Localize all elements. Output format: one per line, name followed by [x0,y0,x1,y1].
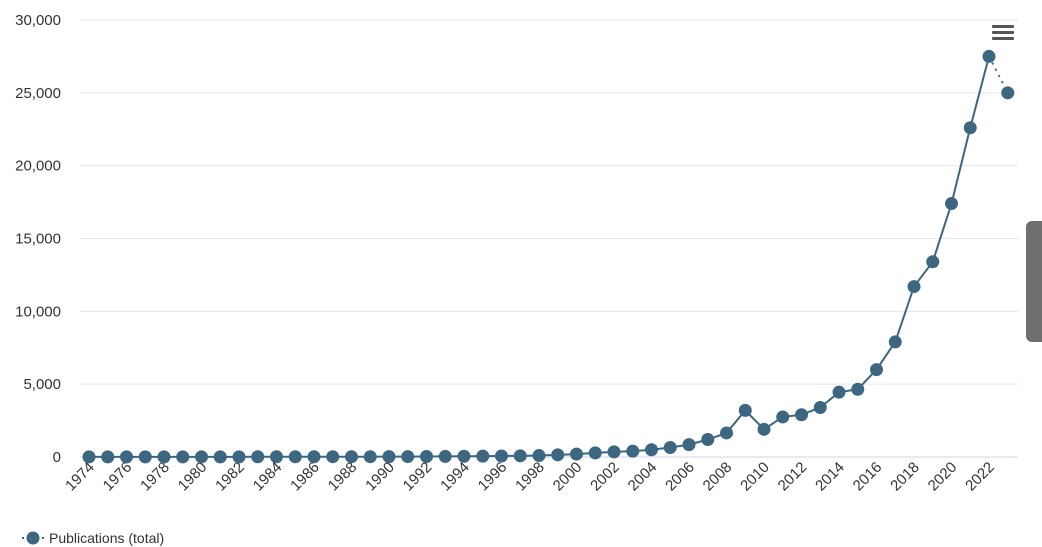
data-point[interactable] [270,450,283,464]
x-tick-label: 1974 [62,459,98,495]
x-tick-label: 1992 [400,459,436,495]
data-point[interactable] [570,447,583,461]
data-point[interactable] [926,255,940,269]
y-tick-label: 5,000 [23,376,61,393]
hamburger-menu-icon[interactable] [988,22,1018,48]
data-point[interactable] [945,197,958,211]
data-point[interactable] [832,385,846,399]
x-tick-label: 1976 [100,459,136,495]
x-axis: 1974 1976 1978 1980 1982 1984 1986 1988 1990 1992… [62,456,1018,495]
data-point[interactable] [326,450,340,464]
data-point[interactable] [963,121,977,135]
legend-marker [26,531,40,545]
data-point[interactable] [851,382,865,396]
data-point[interactable] [532,449,546,463]
x-tick-label: 2006 [662,459,698,495]
y-tick-label: 0 [53,449,61,466]
data-point[interactable] [551,448,565,462]
data-point[interactable] [476,449,490,463]
data-point[interactable] [870,363,883,377]
legend-label[interactable]: Publications (total) [49,530,164,546]
x-tick-label: 1988 [325,459,361,495]
x-tick-label: 1998 [512,459,548,495]
data-point[interactable] [682,438,696,452]
data-point[interactable] [232,450,246,464]
x-tick-label: 1986 [287,459,323,495]
x-tick-label: 1984 [250,459,286,495]
data-point[interactable] [607,445,621,459]
data-point[interactable] [420,449,433,463]
legend[interactable]: Publications (total) [22,530,164,546]
data-point[interactable] [176,450,190,464]
data-point[interactable] [495,449,508,463]
data-point[interactable] [720,426,733,440]
data-point[interactable] [438,449,452,463]
data-point[interactable] [195,450,208,464]
grid-lines [80,19,1018,385]
data-point[interactable] [907,280,921,294]
x-tick-label: 2020 [925,459,961,495]
data-point[interactable] [795,408,808,422]
x-tick-label: 2004 [625,459,661,495]
x-tick-label: 1996 [475,459,511,495]
data-point[interactable] [645,443,658,457]
data-point[interactable] [213,450,227,464]
x-tick-label: 2008 [700,459,736,495]
x-tick-label: 1990 [362,459,398,495]
data-point[interactable] [701,433,715,447]
data-point[interactable] [288,450,302,464]
x-tick-label: 2014 [812,459,848,495]
data-point[interactable] [757,422,771,436]
series-layer [82,49,1015,464]
data-point[interactable] [82,450,96,464]
y-tick-label: 15,000 [15,231,61,248]
x-tick-label: 1982 [212,459,248,495]
y-tick-label: 20,000 [15,158,61,175]
data-point[interactable] [251,450,265,464]
x-tick-label: 2002 [587,459,623,495]
data-point[interactable] [626,444,640,458]
data-point[interactable] [157,450,171,464]
x-tick-label: 2000 [550,459,586,495]
x-tick-label: 1980 [175,459,211,495]
data-point[interactable] [663,441,677,455]
x-tick-label: 2018 [887,459,923,495]
x-tick-label: 1978 [137,459,173,495]
data-point[interactable] [363,450,377,464]
data-point[interactable] [888,335,902,349]
x-tick-label: 2016 [850,459,886,495]
data-point[interactable] [101,450,115,464]
data-point[interactable] [457,449,471,463]
y-tick-label: 30,000 [15,12,61,29]
data-point[interactable] [588,446,602,460]
data-point[interactable] [982,49,996,63]
x-tick-label: 2012 [775,459,811,495]
data-point[interactable] [345,450,358,464]
y-axis: 0 5,000 10,000 15,000 20,000 25,000 30,000 [15,12,61,466]
x-tick-label: 2010 [737,459,773,495]
data-point[interactable] [382,450,396,464]
data-point[interactable] [307,450,321,464]
x-tick-label: 2022 [962,459,998,495]
data-point[interactable] [776,410,790,424]
side-panel-tab[interactable] [1026,221,1042,342]
data-point[interactable] [1001,86,1015,100]
series-line [89,56,990,458]
data-point[interactable] [738,403,752,417]
y-tick-label: 25,000 [15,85,61,102]
data-point[interactable] [138,450,152,464]
x-tick-label: 1994 [437,459,473,495]
data-point[interactable] [513,449,527,463]
data-point[interactable] [120,450,133,464]
data-point[interactable] [401,450,415,464]
y-tick-label: 10,000 [15,303,61,320]
data-point[interactable] [813,400,827,414]
